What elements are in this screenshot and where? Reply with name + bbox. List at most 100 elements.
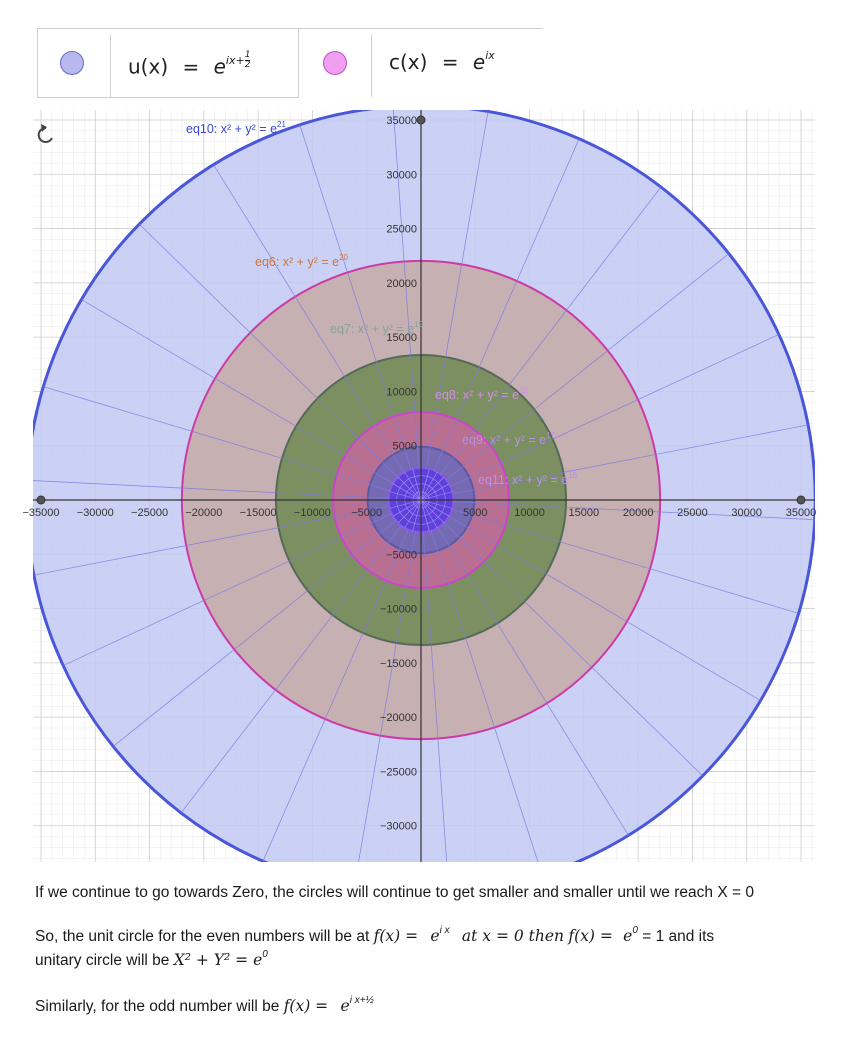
radial-spoke bbox=[33, 505, 391, 576]
p2-fx: f(x) = bbox=[373, 927, 419, 945]
p4-sup: i x+½ bbox=[349, 995, 374, 1006]
c-lhs: c(x) bbox=[389, 50, 428, 74]
p3-math: X² + Y² = e bbox=[173, 951, 263, 969]
graph-point[interactable] bbox=[796, 495, 806, 505]
radial-spoke bbox=[62, 512, 393, 666]
u-exponent: ix+ bbox=[225, 53, 245, 67]
radial-spoke bbox=[180, 524, 403, 814]
u-formula[interactable]: u(x) = eix+ 1 2 bbox=[128, 50, 251, 79]
radial-spoke bbox=[451, 424, 809, 495]
radial-spoke bbox=[358, 531, 417, 862]
c-eq-sign: = bbox=[441, 50, 459, 74]
y-tick-label: −15000 bbox=[380, 658, 417, 670]
paragraph-4: Similarly, for the odd number will be f(… bbox=[35, 990, 374, 1018]
radial-spoke bbox=[433, 138, 580, 472]
circle-label-exp: 17 bbox=[546, 431, 555, 440]
circle-label-exp: 19 bbox=[414, 320, 423, 329]
y-tick-label: 10000 bbox=[386, 386, 417, 398]
radial-spoke bbox=[425, 111, 489, 469]
x-tick-label: −5000 bbox=[351, 507, 382, 519]
p2-text: So, the unit circle for the even numbers… bbox=[35, 928, 374, 945]
circle-label: eq8: x² + y² = e18 bbox=[435, 386, 529, 402]
circle-label: eq6: x² + y² = e20 bbox=[255, 253, 349, 269]
radial-spoke bbox=[422, 531, 448, 862]
y-tick-label: −10000 bbox=[380, 604, 417, 616]
u-frac-num: 1 bbox=[244, 50, 251, 61]
y-tick-label: 15000 bbox=[386, 332, 417, 344]
radial-spoke bbox=[451, 508, 799, 614]
u-frac-den: 2 bbox=[244, 60, 251, 70]
legend-separator bbox=[371, 35, 372, 97]
c-visibility-toggle[interactable] bbox=[323, 51, 347, 75]
x-tick-label: −30000 bbox=[77, 507, 114, 519]
y-tick-label: 35000 bbox=[386, 115, 417, 127]
radial-spoke bbox=[445, 253, 730, 481]
undo-icon[interactable] bbox=[37, 124, 53, 143]
y-tick-label: 20000 bbox=[386, 278, 417, 290]
u-eq-sign: = bbox=[182, 54, 200, 79]
radial-spoke bbox=[443, 521, 703, 777]
circle-label-exp: 20 bbox=[339, 253, 348, 262]
x-tick-label: 35000 bbox=[786, 507, 817, 519]
u-lhs: u(x) bbox=[128, 54, 169, 79]
p4-math: f(x) = bbox=[283, 997, 329, 1015]
paragraph-1: If we continue to go towards Zero, the c… bbox=[35, 882, 754, 904]
radial-spoke bbox=[447, 515, 761, 701]
p2-mid: at x = 0 then bbox=[461, 927, 565, 945]
y-tick-label: −5000 bbox=[386, 549, 417, 561]
p3-sup: 0 bbox=[262, 949, 268, 960]
p2-e2-sup: 0 bbox=[632, 925, 638, 936]
circle-label-exp: 21 bbox=[277, 120, 286, 129]
radial-spoke bbox=[437, 526, 629, 836]
y-tick-label: 5000 bbox=[393, 441, 417, 453]
p2-e2: e bbox=[623, 927, 633, 945]
radial-spoke bbox=[81, 299, 395, 485]
radial-spoke bbox=[262, 528, 409, 862]
u-base: e bbox=[213, 54, 226, 79]
circle-label: eq10: x² + y² = e21 bbox=[186, 120, 286, 136]
p4-e: e bbox=[340, 997, 350, 1015]
radial-spoke bbox=[112, 519, 397, 747]
p2-e1: e bbox=[430, 927, 440, 945]
x-tick-label: 30000 bbox=[731, 507, 762, 519]
x-tick-label: −20000 bbox=[185, 507, 222, 519]
x-tick-label: 5000 bbox=[463, 507, 487, 519]
p2-tail: = 1 and its bbox=[642, 928, 715, 945]
y-tick-label: −25000 bbox=[380, 766, 417, 778]
radial-spoke bbox=[392, 110, 420, 469]
p2-e1-sup: i x bbox=[439, 925, 450, 936]
radial-spoke bbox=[299, 124, 412, 471]
y-tick-label: −30000 bbox=[380, 821, 417, 833]
y-tick-label: 30000 bbox=[386, 169, 417, 181]
x-tick-label: 25000 bbox=[677, 507, 708, 519]
legend-separator bbox=[110, 35, 111, 97]
radial-spoke bbox=[439, 186, 662, 476]
radial-spoke bbox=[430, 529, 539, 862]
c-formula[interactable]: c(x) = eix bbox=[389, 49, 495, 74]
graph-point[interactable] bbox=[416, 115, 426, 125]
radial-spoke bbox=[449, 334, 780, 488]
circle-label: eq11: x² + y² = e16 bbox=[478, 471, 578, 487]
x-tick-label: −15000 bbox=[240, 507, 277, 519]
x-tick-label: −35000 bbox=[22, 507, 59, 519]
radial-spoke bbox=[452, 501, 815, 521]
paragraph-3: unitary circle will be X² + Y² = e0 bbox=[35, 944, 268, 972]
graph-point[interactable] bbox=[36, 495, 46, 505]
x-tick-label: −10000 bbox=[294, 507, 331, 519]
radial-spoke bbox=[213, 164, 405, 474]
p2-fx2: f(x) = bbox=[568, 927, 613, 945]
p4-text: Similarly, for the odd number will be bbox=[35, 998, 284, 1015]
x-tick-label: 20000 bbox=[623, 507, 654, 519]
graphing-canvas[interactable]: −35000 −30000 −25000 −20000 −15000 −10000 −500… bbox=[0, 100, 865, 868]
circle-label-exp: 18 bbox=[519, 386, 528, 395]
x-tick-label: 15000 bbox=[569, 507, 600, 519]
c-base: e bbox=[472, 50, 486, 74]
y-tick-label: −20000 bbox=[380, 712, 417, 724]
u-visibility-toggle[interactable] bbox=[60, 51, 84, 75]
legend-item-u: u(x) = eix+ 1 2 bbox=[37, 28, 299, 98]
x-tick-label: 10000 bbox=[514, 507, 545, 519]
radial-spoke bbox=[43, 386, 391, 492]
paragraph-2: So, the unit circle for the even numbers… bbox=[35, 920, 714, 948]
x-tick-label: −25000 bbox=[131, 507, 168, 519]
radial-spoke bbox=[33, 480, 390, 499]
